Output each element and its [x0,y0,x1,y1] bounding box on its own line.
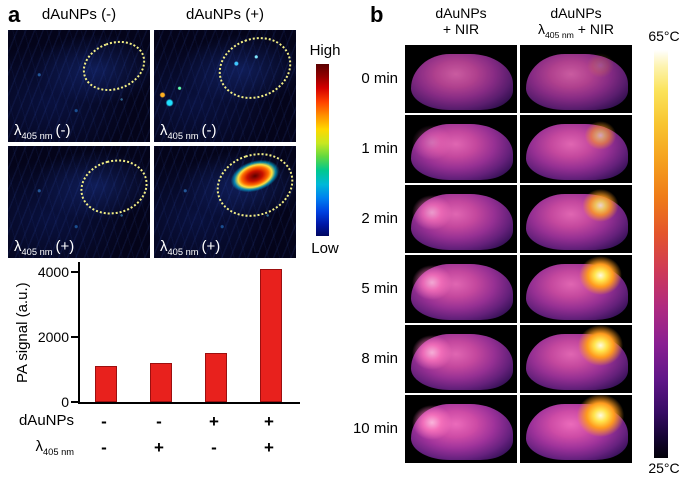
panel-a-col-header-1: dAuNPs (-) [41,6,117,23]
heat-spot [411,264,453,300]
thermal-colorbar-max-label: 65°C [648,28,680,44]
condition-state: (+) [55,238,75,255]
panel-a-label: a [8,2,21,27]
sign: + [264,412,274,431]
time-label-1min: 1 min [361,140,398,157]
sign: - [156,412,162,431]
thermal-image-0min-nir [405,45,517,113]
thermal-image-1min-lambda-nir [520,115,632,183]
pa-bar-3 [205,353,227,402]
thermal-image-2min-lambda-nir [520,185,632,253]
pa-colorbar-low-label: Low [311,240,339,257]
heat-spot [411,334,453,370]
thermal-image-10min-lambda-nir [520,395,632,463]
mouse-body [410,53,513,111]
lambda-symbol: λ [14,238,22,255]
ytick-4000: 4000 [25,263,78,281]
condition-state: (-) [55,122,71,139]
panel-b-col-header-2: dAuNPs λ405 nm + NIR [518,5,634,40]
sign: + [264,438,274,457]
thermal-image-1min-nir [405,115,517,183]
lambda-symbol: λ [160,238,168,255]
thermal-image-8min-nir [405,325,517,393]
sign: - [211,438,217,457]
sign: + [154,438,164,457]
ytick-0: 0 [25,393,78,411]
pa-image-3: λ405 nm (+) [8,146,150,258]
pa-speckle [154,30,296,142]
pa-bar-4 [260,268,282,402]
panel-a-col-header-2: dAuNPs (+) [186,6,264,23]
xrow-daunps: dAuNPs - - + + [0,412,300,434]
thermal-image-5min-nir [405,255,517,323]
sign: + [209,412,219,431]
thermal-image-10min-nir [405,395,517,463]
mouse-body [410,123,513,181]
lambda-subscript: 405 nm [544,29,574,40]
thermal-image-5min-lambda-nir [520,255,632,323]
header-line: + NIR [442,21,480,37]
heat-spot [587,53,615,78]
pa-image-label: λ405 nm (-) [14,122,71,141]
heat-spot [411,124,453,160]
thermal-image-8min-lambda-nir [520,325,632,393]
panel-b-col-header-1: dAuNPs + NIR [403,5,519,37]
condition-state: (+) [201,238,221,255]
sign: - [101,412,107,431]
xrow-lambda: λ405 nm - + - + [0,438,300,460]
pa-image-label: λ405 nm (-) [160,122,217,141]
header-line: λ405 nm + NIR [518,21,634,40]
lambda-subscript: 405 nm [21,247,53,257]
time-label-2min: 2 min [361,210,398,227]
lambda-subscript: 405 nm [167,131,199,141]
header-line: dAuNPs [550,5,602,21]
xrow-label-daunps: dAuNPs [18,412,74,429]
pa-image-label: λ405 nm (+) [14,238,75,257]
pa-image-4: λ405 nm (+) [154,146,296,258]
lambda-subscript: 405 nm [21,131,53,141]
pa-image-label: λ405 nm (+) [160,238,221,257]
pa-speckle [8,30,150,142]
lambda-symbol: λ [537,21,545,37]
lambda-symbol: λ [35,438,43,455]
header-line: dAuNPs [435,5,487,21]
condition-state: (-) [201,122,217,139]
heat-spot [411,404,453,440]
mouse-body [525,53,628,111]
lambda-subscript: 405 nm [42,447,74,457]
header-text: + NIR [573,21,614,37]
time-label-10min: 10 min [352,420,398,437]
heat-spot [411,194,453,230]
lambda-symbol: λ [14,122,22,139]
heat-spot [577,395,625,437]
pa-colorbar [316,64,329,236]
heat-spot [582,189,619,222]
pa-image-2: λ405 nm (-) [154,30,296,142]
pa-speckle [8,146,150,258]
heat-spot [579,256,622,295]
pa-bar-1 [95,366,117,402]
time-label-0min: 0 min [361,70,398,87]
xrow-label-lambda: λ405 nm [0,438,74,457]
lambda-symbol: λ [160,122,168,139]
pa-colorbar-high-label: High [309,42,341,59]
panel-b-label: b [370,2,384,27]
thermal-image-0min-lambda-nir [520,45,632,113]
heat-spot [578,325,624,366]
pa-image-1: λ405 nm (-) [8,30,150,142]
heat-spot [584,121,617,150]
time-label-8min: 8 min [361,350,398,367]
time-label-5min: 5 min [361,280,398,297]
pa-bar-2 [150,362,172,402]
lambda-subscript: 405 nm [167,247,199,257]
pa-bar-chart: 0 2000 4000 [38,262,300,410]
thermal-colorbar [654,50,668,458]
ytick-2000: 2000 [25,328,78,346]
thermal-colorbar-min-label: 25°C [648,460,680,476]
thermal-image-2min-nir [405,185,517,253]
sign: - [101,438,107,457]
